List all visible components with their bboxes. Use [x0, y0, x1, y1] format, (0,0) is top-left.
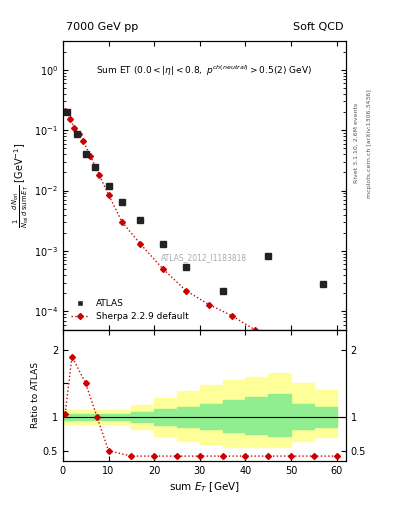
Sherpa 2.2.9 default — [161, 266, 165, 272]
ATLAS — [92, 163, 97, 169]
Sherpa 2.2.9 default — [77, 131, 81, 137]
ATLAS — [74, 132, 79, 138]
Line: ATLAS: ATLAS — [65, 109, 326, 293]
Sherpa 2.2.9 default — [321, 373, 325, 379]
Legend: ATLAS, Sherpa 2.2.9 default: ATLAS, Sherpa 2.2.9 default — [67, 295, 193, 325]
Sherpa 2.2.9 default — [230, 313, 234, 319]
Line: Sherpa 2.2.9 default: Sherpa 2.2.9 default — [63, 109, 339, 383]
ATLAS — [220, 288, 225, 294]
ATLAS — [184, 264, 189, 270]
ATLAS — [120, 199, 125, 205]
Sherpa 2.2.9 default — [81, 138, 86, 144]
ATLAS — [266, 253, 271, 259]
Sherpa 2.2.9 default — [88, 153, 93, 159]
Sherpa 2.2.9 default — [97, 172, 102, 178]
Y-axis label: $\frac{1}{N_\mathrm{ori}}\frac{dN_\mathrm{ori}}{d\,\mathrm{sum}\,E_T}\ [\mathrm{: $\frac{1}{N_\mathrm{ori}}\frac{dN_\mathr… — [10, 143, 31, 228]
Sherpa 2.2.9 default — [334, 378, 339, 384]
Sherpa 2.2.9 default — [138, 241, 143, 247]
Text: Rivet 3.1.10, 2.6M events: Rivet 3.1.10, 2.6M events — [354, 103, 359, 183]
ATLAS — [161, 241, 165, 247]
ATLAS — [83, 151, 88, 157]
Text: Soft QCD: Soft QCD — [292, 23, 343, 32]
Y-axis label: Ratio to ATLAS: Ratio to ATLAS — [31, 362, 40, 428]
ATLAS — [65, 109, 70, 115]
Text: Sum ET $(0.0 < |\eta| < 0.8,\ p^{ch(neutral)} > 0.5(2)\ \mathrm{GeV})$: Sum ET $(0.0 < |\eta| < 0.8,\ p^{ch(neut… — [96, 64, 312, 78]
Sherpa 2.2.9 default — [275, 342, 280, 348]
Sherpa 2.2.9 default — [298, 356, 303, 362]
Sherpa 2.2.9 default — [63, 108, 68, 114]
Sherpa 2.2.9 default — [67, 116, 72, 122]
Text: ATLAS_2012_I1183818: ATLAS_2012_I1183818 — [161, 253, 248, 262]
ATLAS — [321, 281, 325, 287]
ATLAS — [138, 218, 143, 224]
Sherpa 2.2.9 default — [120, 219, 125, 225]
Text: 7000 GeV pp: 7000 GeV pp — [66, 23, 138, 32]
Sherpa 2.2.9 default — [184, 288, 189, 294]
X-axis label: sum $E_T$ [GeV]: sum $E_T$ [GeV] — [169, 480, 240, 494]
Text: mcplots.cern.ch [arXiv:1306.3436]: mcplots.cern.ch [arXiv:1306.3436] — [367, 89, 373, 198]
Sherpa 2.2.9 default — [106, 192, 111, 198]
Sherpa 2.2.9 default — [72, 124, 77, 131]
Sherpa 2.2.9 default — [207, 302, 211, 308]
Sherpa 2.2.9 default — [252, 327, 257, 333]
ATLAS — [106, 183, 111, 189]
